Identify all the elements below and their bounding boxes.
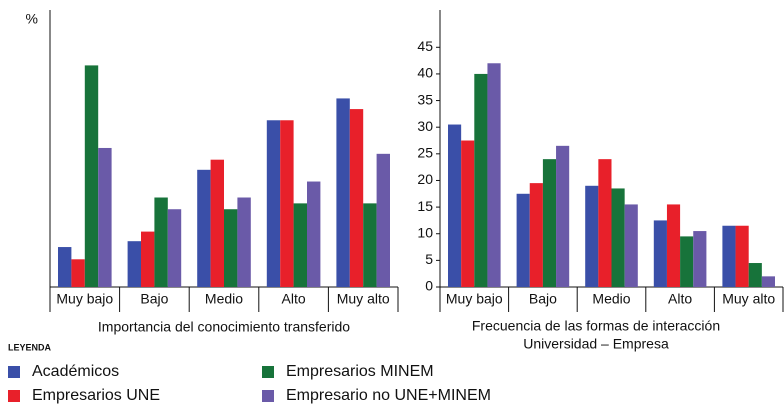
x-axis-label: Frecuencia de las formas de interacción <box>472 318 720 334</box>
y-tick-label: 35 <box>417 91 433 107</box>
bar <box>98 147 112 287</box>
bar <box>448 124 462 288</box>
legend-title: LEYENDA <box>8 342 52 352</box>
bar <box>735 225 749 287</box>
bar <box>210 159 224 287</box>
bar <box>598 159 612 287</box>
bar <box>529 183 543 287</box>
bar <box>336 98 350 287</box>
x-tick-label: Alto <box>668 291 692 307</box>
bar <box>293 203 307 287</box>
y-tick-label: 10 <box>417 224 433 240</box>
x-tick-label: Muy bajo <box>56 291 113 307</box>
x-tick-label: Muy bajo <box>446 291 503 307</box>
bar <box>516 193 530 287</box>
bar <box>197 169 211 287</box>
bar <box>474 73 488 287</box>
bar <box>237 197 251 287</box>
x-tick-label: Muy alto <box>337 291 390 307</box>
x-tick-label: Bajo <box>140 291 168 307</box>
x-tick-label: Medio <box>592 291 630 307</box>
bar <box>680 236 694 287</box>
bar <box>693 231 707 287</box>
bar <box>363 203 377 287</box>
x-tick-label: Alto <box>282 291 306 307</box>
bar <box>84 65 99 288</box>
bar <box>666 204 681 287</box>
bar <box>585 185 599 287</box>
bar <box>542 159 557 287</box>
bar <box>722 225 736 287</box>
x-axis-label: Importancia del conocimiento transferido <box>98 319 350 335</box>
bar <box>280 120 294 288</box>
bar <box>154 197 168 287</box>
bar <box>461 140 475 287</box>
bar <box>487 63 501 288</box>
y-axis-label: % <box>26 11 38 27</box>
bar <box>224 209 238 287</box>
y-tick-label: 25 <box>417 145 433 161</box>
x-axis-label: Universidad – Empresa <box>523 336 669 352</box>
bar <box>624 204 638 287</box>
y-tick-label: 0 <box>425 278 433 294</box>
legend-label: Empresario no UNE+MINEM <box>286 387 491 404</box>
bar <box>761 276 775 287</box>
bar <box>58 247 72 287</box>
bar <box>349 109 364 287</box>
y-tick-label: 15 <box>417 198 433 214</box>
bar <box>556 145 570 287</box>
y-tick-label: 5 <box>425 251 433 267</box>
bar <box>71 259 85 287</box>
legend-label: Empresarios UNE <box>32 387 160 404</box>
bar <box>376 153 390 287</box>
legend-swatch <box>262 366 274 378</box>
legend-swatch <box>8 390 20 402</box>
bar <box>141 231 155 287</box>
bar <box>748 263 762 287</box>
bar <box>167 209 182 287</box>
legend-label: Empresarios MINEM <box>286 363 434 380</box>
x-tick-label: Muy alto <box>722 291 775 307</box>
x-tick-label: Medio <box>205 291 243 307</box>
legend-label: Académicos <box>32 363 119 380</box>
bar <box>653 220 667 287</box>
y-tick-label: 20 <box>417 171 433 187</box>
y-tick-label: 45 <box>417 38 433 54</box>
y-tick-label: 40 <box>417 65 433 81</box>
y-tick-label: 30 <box>417 118 433 134</box>
bar <box>307 181 321 287</box>
bar <box>611 188 625 287</box>
x-tick-label: Bajo <box>529 291 557 307</box>
legend-swatch <box>262 390 274 402</box>
bar <box>127 241 141 287</box>
bar <box>266 120 281 288</box>
legend-swatch <box>8 366 20 378</box>
